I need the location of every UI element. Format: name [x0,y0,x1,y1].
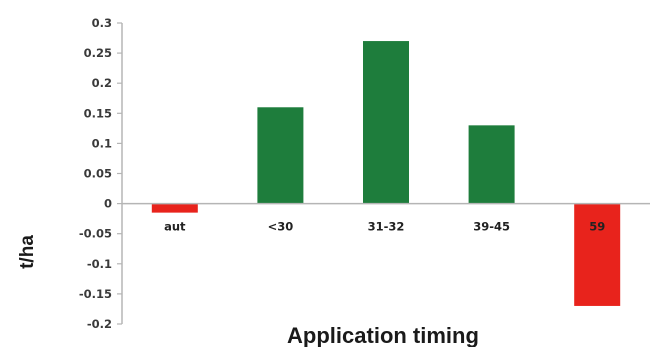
y-axis-title: t/ha [17,235,38,269]
bars [151,41,621,306]
y-tick-label: -0.1 [87,257,112,271]
y-tick-label: 0 [104,197,112,211]
category-label: aut [164,220,186,234]
bar--30 [257,107,304,204]
x-axis-title: Application timing [287,323,479,347]
y-tick-label: 0.2 [92,76,112,90]
y-tick-label: 0.3 [92,16,112,30]
category-label: 31-32 [368,220,405,234]
category-label: 39-45 [473,220,510,234]
category-labels: aut <30 31-32 39-45 59 [164,220,605,234]
bar-31-32 [363,41,409,204]
y-axis-ticks: 0.3 0.25 0.2 0.15 0.1 0.05 0 -0.05 -0.1 -0.15 -0.2 [79,16,122,331]
bar-59 [574,203,621,306]
y-tick-label: -0.05 [79,227,112,241]
y-tick-label: 0.1 [92,136,112,150]
y-tick-label: -0.2 [87,317,112,331]
y-tick-label: 0.25 [84,46,112,60]
category-label: <30 [268,220,294,234]
y-tick-label: 0.05 [84,167,112,181]
y-tick-label: 0.15 [84,106,112,120]
bar-39-45 [468,125,515,204]
category-label: 59 [589,220,605,234]
y-tick-label: -0.15 [79,287,112,301]
bar-aut [151,203,198,213]
